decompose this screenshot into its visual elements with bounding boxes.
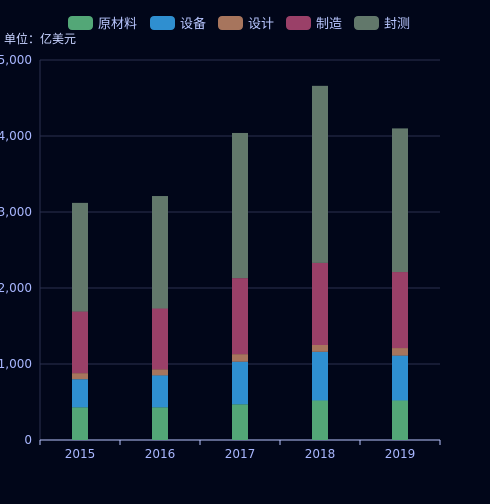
bar-segment: [72, 202, 88, 312]
bar-segment: [392, 400, 408, 440]
legend-swatch: [68, 16, 93, 30]
bar-segment: [72, 311, 88, 374]
bar-segment: [312, 345, 328, 352]
legend-item[interactable]: 原材料: [68, 16, 137, 32]
legend-item[interactable]: 设备: [150, 16, 206, 32]
bar-segment: [152, 196, 168, 309]
bar-segment: [392, 348, 408, 356]
bar-segment: [232, 132, 248, 279]
legend-swatch: [354, 16, 379, 30]
legend-swatch: [150, 16, 175, 30]
legend-item[interactable]: 封测: [354, 16, 410, 32]
y-tick-label: 4,000: [0, 129, 32, 143]
legend-swatch: [218, 16, 243, 30]
bar-segment: [232, 404, 248, 440]
y-tick-label: 3,000: [0, 205, 32, 219]
bar-segment: [72, 373, 88, 380]
x-tick-label: 2017: [225, 447, 256, 461]
legend-label: 封测: [384, 17, 410, 32]
bar-segment: [152, 375, 168, 408]
x-tick-label: 2015: [65, 447, 96, 461]
bar-segment: [152, 407, 168, 440]
y-tick-label: 2,000: [0, 281, 32, 295]
legend-swatch: [286, 16, 311, 30]
bar-segment: [232, 278, 248, 355]
bar-segment: [312, 262, 328, 345]
legend-label: 原材料: [98, 17, 137, 32]
bar-segment: [392, 272, 408, 349]
legend-label: 设计: [248, 17, 274, 32]
bar-segment: [152, 369, 168, 376]
y-tick-label: 1,000: [0, 357, 32, 371]
x-tick-label: 2019: [385, 447, 416, 461]
bar-segment: [392, 128, 408, 273]
bar-segment: [312, 400, 328, 440]
bar-segment: [152, 308, 168, 370]
bar-segment: [232, 354, 248, 362]
legend-item[interactable]: 制造: [286, 16, 342, 32]
legend-item[interactable]: 设计: [218, 16, 274, 32]
legend-label: 制造: [316, 17, 342, 32]
x-tick-label: 2016: [145, 447, 176, 461]
bar-segment: [72, 379, 88, 408]
bar-segment: [312, 85, 328, 263]
y-tick-label: 5,000: [0, 53, 32, 67]
legend-label: 设备: [180, 16, 206, 32]
bar-segment: [312, 351, 328, 401]
y-tick-label: 0: [24, 433, 32, 447]
bar-segment: [72, 407, 88, 440]
bar-segment: [392, 355, 408, 401]
bar-segment: [232, 361, 248, 405]
x-tick-label: 2018: [305, 447, 336, 461]
unit-label: 单位：亿美元: [4, 32, 77, 46]
